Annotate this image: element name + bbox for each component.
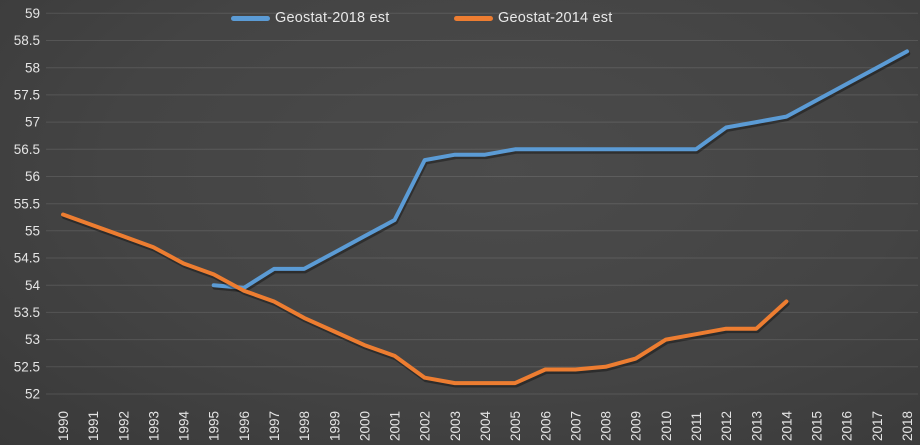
x-axis-tick-label: 1993 bbox=[146, 411, 161, 441]
x-axis-tick-label: 1991 bbox=[86, 411, 101, 441]
x-axis-tick-label: 2005 bbox=[508, 411, 523, 441]
y-axis-tick-label: 55 bbox=[25, 223, 40, 238]
x-axis-tick-label: 2000 bbox=[357, 411, 372, 441]
y-axis-tick-label: 57 bbox=[25, 115, 40, 130]
legend-label-geostat-2014: Geostat-2014 est bbox=[498, 10, 613, 26]
x-axis-tick-label: 1992 bbox=[116, 411, 131, 441]
x-axis-tick-label: 2017 bbox=[870, 411, 885, 441]
x-axis-tick-label: 1994 bbox=[177, 410, 192, 441]
x-axis-tick-label: 2014 bbox=[779, 410, 794, 441]
x-axis-tick-label: 2011 bbox=[689, 412, 704, 441]
x-axis-tick-label: 2006 bbox=[538, 411, 553, 441]
x-axis-tick-label: 1997 bbox=[267, 411, 282, 441]
x-axis-tick-label: 2016 bbox=[840, 411, 855, 441]
y-axis-tick-label: 53 bbox=[25, 332, 40, 347]
legend-line-swatch-orange-icon bbox=[454, 15, 493, 21]
y-axis-tick-label: 57.5 bbox=[14, 88, 40, 103]
y-axis-tick-label: 56 bbox=[25, 169, 40, 184]
series-line-geostat-2014-est bbox=[61, 212, 789, 386]
y-axis-tick-label: 54.5 bbox=[14, 251, 40, 266]
x-axis-tick-label: 2003 bbox=[448, 411, 463, 441]
y-axis-tick-label: 56.5 bbox=[14, 142, 40, 157]
y-axis-tick-label: 52 bbox=[25, 387, 40, 402]
x-axis-tick-label: 2007 bbox=[568, 411, 583, 441]
x-axis-tick-label: 2009 bbox=[629, 411, 644, 441]
x-axis-tick-label: 2012 bbox=[719, 411, 734, 441]
y-axis-tick-label: 52.5 bbox=[14, 359, 40, 374]
x-axis-tick-label: 2001 bbox=[388, 411, 403, 441]
series-line-shadow-0 bbox=[212, 51, 911, 293]
x-axis-tick-label: 1995 bbox=[207, 411, 222, 441]
y-axis-tick-label: 58 bbox=[25, 60, 40, 75]
x-axis-tick-label: 2004 bbox=[478, 410, 493, 441]
y-axis-tick-label: 58.5 bbox=[14, 33, 40, 48]
series-line-shadow-1 bbox=[61, 214, 790, 388]
x-axis-tick-label: 1998 bbox=[297, 411, 312, 441]
y-axis-tick-label: 55.5 bbox=[14, 196, 40, 211]
x-axis-tick-label: 2015 bbox=[810, 411, 825, 441]
x-axis-tick-label: 1996 bbox=[237, 411, 252, 441]
legend-item-geostat-2018: Geostat-2018 est bbox=[231, 9, 389, 27]
series-line-geostat-2018-est bbox=[211, 49, 909, 290]
x-axis-tick-label: 1990 bbox=[56, 411, 71, 441]
x-axis-tick-label: 2010 bbox=[659, 411, 674, 441]
legend-item-geostat-2014: Geostat-2014 est bbox=[454, 9, 612, 27]
legend-line-swatch-blue-icon bbox=[231, 15, 270, 21]
x-axis-tick-label: 2008 bbox=[599, 411, 614, 441]
y-axis-tick-label: 54 bbox=[25, 278, 41, 293]
x-axis-tick-label: 2018 bbox=[900, 411, 915, 441]
x-axis-tick-label: 2002 bbox=[418, 411, 433, 441]
legend: Geostat-2018 est Geostat-2014 est bbox=[0, 0, 920, 36]
y-axis-tick-label: 59 bbox=[25, 6, 40, 21]
x-axis-tick-label: 2013 bbox=[749, 411, 764, 441]
x-axis-tick-label: 1999 bbox=[327, 411, 342, 441]
legend-label-geostat-2018: Geostat-2018 est bbox=[275, 10, 390, 26]
y-axis-tick-label: 53.5 bbox=[14, 305, 40, 320]
